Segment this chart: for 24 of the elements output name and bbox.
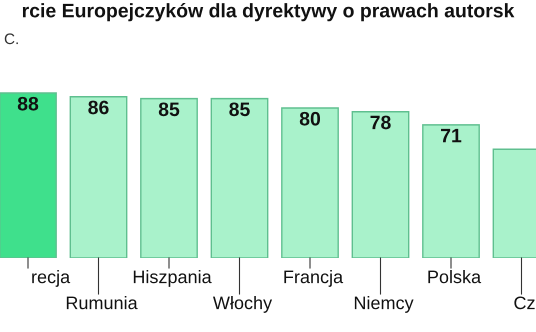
data-label: 85	[158, 102, 180, 116]
data-label: 78	[370, 116, 391, 130]
x-tick-label: Francja	[284, 270, 344, 287]
bar	[422, 124, 480, 258]
data-label: 71	[441, 128, 462, 142]
x-tick-label: Włochy	[212, 296, 272, 313]
chart-subtitle: C.	[4, 33, 18, 44]
x-tick-label: Rumunia	[66, 296, 138, 310]
x-tick-label: Polska	[428, 270, 482, 284]
data-label: 88	[18, 96, 38, 111]
bar	[0, 92, 57, 258]
x-tick-label: recja	[32, 270, 70, 287]
chart-title: rcie Europejczyków dla dyrektywy o prawach autorsk	[22, 3, 514, 22]
data-label: 85	[229, 102, 250, 116]
bar	[210, 98, 268, 258]
bar	[281, 107, 339, 258]
bar	[352, 111, 410, 258]
x-tick-label: Hiszpania	[134, 270, 212, 287]
bar	[140, 98, 198, 258]
data-label: 86	[88, 100, 109, 114]
data-label: 80	[300, 112, 320, 126]
x-tick-label: Cz	[514, 296, 535, 310]
bar	[70, 96, 128, 258]
x-tick-label: Niemcy	[354, 296, 414, 313]
